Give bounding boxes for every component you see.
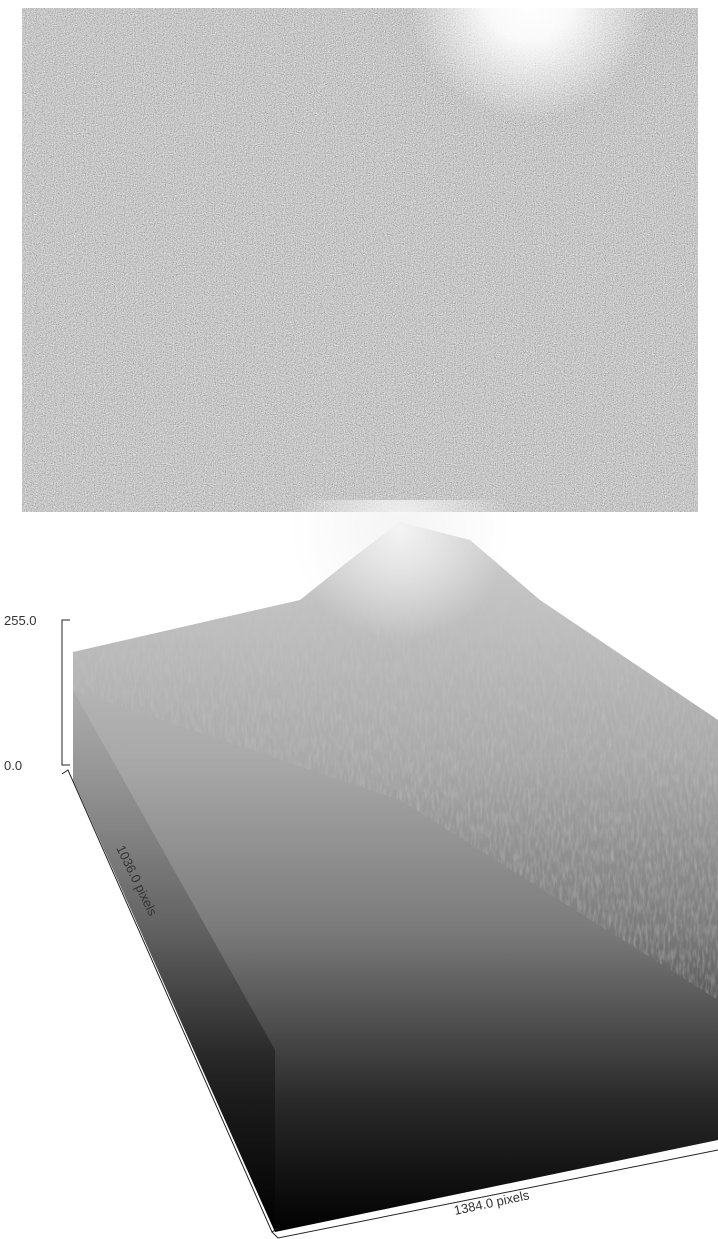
noise-image	[22, 8, 698, 512]
z-max-label: 255.0	[4, 613, 37, 628]
axes	[61, 619, 718, 1239]
z-min-label: 0.0	[4, 758, 22, 773]
surface-plot	[73, 500, 718, 1232]
